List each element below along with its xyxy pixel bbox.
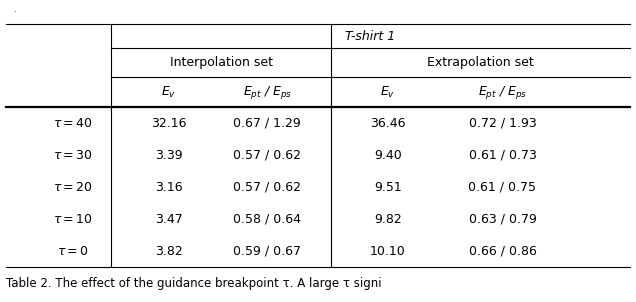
Text: $E_{pt}$ / $E_{ps}$: $E_{pt}$ / $E_{ps}$ [478, 84, 527, 101]
Text: 0.61 / 0.73: 0.61 / 0.73 [469, 149, 536, 162]
Text: Table 2. The effect of the guidance breakpoint τ. A large τ signi: Table 2. The effect of the guidance brea… [6, 277, 382, 291]
Text: 3.82: 3.82 [155, 245, 183, 258]
Text: 10.10: 10.10 [370, 245, 406, 258]
Text: $\tau = 20$: $\tau = 20$ [53, 181, 93, 194]
Text: 0.59 / 0.67: 0.59 / 0.67 [233, 245, 301, 258]
Text: 0.61 / 0.75: 0.61 / 0.75 [469, 181, 536, 194]
Text: $E_{pt}$ / $E_{ps}$: $E_{pt}$ / $E_{ps}$ [242, 84, 292, 101]
Text: .: . [13, 5, 15, 14]
Text: 9.51: 9.51 [374, 181, 402, 194]
Text: 0.66 / 0.86: 0.66 / 0.86 [469, 245, 536, 258]
Text: 32.16: 32.16 [151, 117, 186, 130]
Text: $\tau = 40$: $\tau = 40$ [53, 117, 93, 130]
Text: 3.39: 3.39 [155, 149, 183, 162]
Text: 0.63 / 0.79: 0.63 / 0.79 [469, 213, 536, 226]
Text: $E_v$: $E_v$ [161, 85, 176, 100]
Text: 0.57 / 0.62: 0.57 / 0.62 [233, 149, 301, 162]
Text: 9.82: 9.82 [374, 213, 402, 226]
Text: 0.58 / 0.64: 0.58 / 0.64 [233, 213, 301, 226]
Text: Interpolation set: Interpolation set [170, 56, 272, 69]
Text: 36.46: 36.46 [370, 117, 406, 130]
Text: 0.67 / 1.29: 0.67 / 1.29 [233, 117, 301, 130]
Text: T-shirt 1: T-shirt 1 [345, 30, 396, 43]
Text: 0.57 / 0.62: 0.57 / 0.62 [233, 181, 301, 194]
Text: $\tau = 10$: $\tau = 10$ [53, 213, 93, 226]
Text: $\tau = 0$: $\tau = 0$ [57, 245, 89, 258]
Text: 9.40: 9.40 [374, 149, 402, 162]
Text: $E_v$: $E_v$ [380, 85, 396, 100]
Text: Extrapolation set: Extrapolation set [427, 56, 534, 69]
Text: 0.72 / 1.93: 0.72 / 1.93 [469, 117, 536, 130]
Text: 3.47: 3.47 [155, 213, 183, 226]
Text: $\tau = 30$: $\tau = 30$ [53, 149, 93, 162]
Text: 3.16: 3.16 [155, 181, 183, 194]
